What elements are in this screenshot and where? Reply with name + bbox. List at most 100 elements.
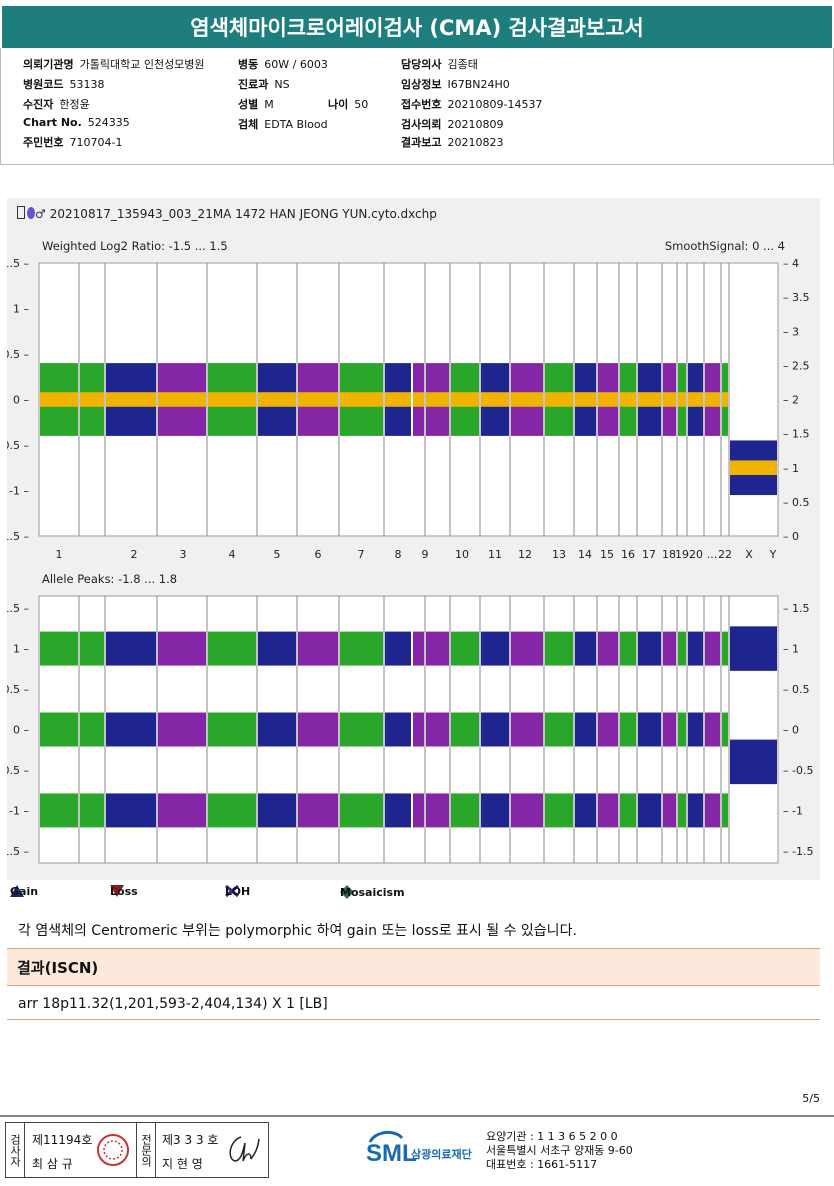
bottom-left-tick-1: 1 – [13, 643, 29, 656]
allele-band-15-0 [575, 631, 596, 666]
specialist-label: 전문의 [136, 1123, 156, 1177]
bottom-right-tick-0: – 1.5 [783, 602, 810, 615]
allele-band-14-2 [545, 793, 573, 828]
report-title: 염색체마이크로어레이검사 (CMA) 검사결과보고서 [2, 6, 832, 48]
allele-band-11-1 [451, 712, 479, 747]
allele-band-9-1 [413, 712, 424, 747]
chrom-label-11: 11 [488, 548, 502, 561]
allele-band-17-1 [620, 712, 636, 747]
allele-band-16-0 [598, 631, 618, 666]
allele-band-6-2 [298, 793, 338, 828]
smooth-signal-7 [340, 392, 383, 407]
top-left-tick-6: -1.5 – [7, 530, 29, 543]
chrom-label-1: 1 [56, 548, 63, 561]
chrom-label-20: 20 [689, 548, 703, 561]
allele-band-1-1 [80, 712, 104, 747]
tester-name: 최 삼 규 [32, 1157, 73, 1171]
chrom-label-Y: Y [769, 548, 777, 561]
top-right-tick-4: – 2 [783, 394, 799, 407]
allele-band-6-0 [298, 631, 338, 666]
chrom-label-12: 12 [518, 548, 532, 561]
chrom-label-2: 2 [131, 548, 138, 561]
bottom-right-tick-5: – -1 [783, 804, 803, 817]
patient-info-box: 의뢰기관명 가톨릭대학교 인천성모병원 병원코드 53138 수진자 한정윤 Char… [0, 48, 834, 165]
top-left-tick-3: 0 – [13, 394, 29, 407]
top-right-tick-7: – 0.5 [783, 496, 810, 509]
top-left-tick-2: 0.5 – [7, 348, 29, 361]
allele-band-17-0 [620, 631, 636, 666]
top-left-tick-0: 1.5 – [7, 257, 29, 270]
allele-band-15-2 [575, 793, 596, 828]
smooth-signal-1 [80, 392, 104, 407]
allele-band-15-1 [575, 712, 596, 747]
chrom-label-19: 19 [675, 548, 689, 561]
info-sex: 성별 M [238, 98, 274, 111]
allele-band-22-2 [705, 793, 720, 828]
allele-band-23-1 [722, 712, 728, 747]
allele-band-17-2 [620, 793, 636, 828]
chrom-label-10: 10 [455, 548, 469, 561]
allele-band-20-1 [678, 712, 686, 747]
allele-band-19-0 [663, 631, 676, 666]
allele-band-1-0 [80, 631, 104, 666]
chrom-label-15: 15 [600, 548, 614, 561]
allele-band-3-0 [158, 631, 206, 666]
smooth-signal-12 [481, 392, 509, 407]
allele-band-12-1 [481, 712, 509, 747]
info-patient: 수진자 한정윤 [23, 98, 90, 111]
bottom-left-tick-0: 1.5 – [7, 602, 29, 615]
allele-band-7-2 [340, 793, 383, 828]
smooth-signal-13 [511, 392, 543, 407]
allele-band-2-0 [106, 631, 156, 666]
allele-band-5-0 [258, 631, 296, 666]
allele-band-13-2 [511, 793, 543, 828]
allele-band-11-0 [451, 631, 479, 666]
chrom-label-8: 8 [395, 548, 402, 561]
allele-band-10-2 [426, 793, 449, 828]
top-right-tick-3: – 2.5 [783, 359, 810, 372]
bottom-left-tick-5: -1 – [9, 804, 29, 817]
smooth-signal-0 [40, 392, 78, 407]
allele-band-16-1 [598, 712, 618, 747]
result-value: arr 18p11.32(1,201,593-2,404,134) X 1 [L… [18, 996, 328, 1012]
file-title: ♂ 20210817_135943_003_21MA 1472 HAN JEONG… [17, 206, 437, 221]
allele-band-18-2 [638, 793, 661, 828]
smooth-signal-11 [451, 392, 479, 407]
allele-band-10-1 [426, 712, 449, 747]
allele-band-21-0 [688, 631, 703, 666]
female-icon [27, 207, 35, 219]
smooth-signal-19 [663, 392, 676, 407]
lab-info-address: 서울특별시 서초구 양재동 9-60 [486, 1144, 633, 1157]
top-plot-right-label: SmoothSignal: 0 ... 4 [664, 239, 785, 253]
allele-band-9-0 [413, 631, 424, 666]
top-right-tick-5: – 1.5 [783, 428, 810, 441]
smooth-signal-23 [722, 392, 728, 407]
allele-band-18-0 [638, 631, 661, 666]
chrom-label-...: ... [707, 548, 718, 561]
specialist-name: 지 현 영 [162, 1157, 203, 1171]
info-doctor: 담당의사 김종태 [401, 58, 478, 71]
smooth-signal-21 [688, 392, 703, 407]
top-left-tick-5: -1 – [9, 485, 29, 498]
allele-band-14-1 [545, 712, 573, 747]
smooth-signal-20 [678, 392, 686, 407]
org-name: 삼광의료재단 [411, 1148, 472, 1161]
top-right-tick-0: – 4 [783, 257, 799, 270]
gain-icon [10, 885, 24, 897]
allele-band-8-2 [385, 793, 411, 828]
chrom-label-13: 13 [552, 548, 566, 561]
allele-band-5-2 [258, 793, 296, 828]
allele-band-24-1 [730, 739, 777, 785]
allele-band-0-0 [40, 631, 78, 666]
smooth-signal-17 [620, 392, 636, 407]
allele-band-22-1 [705, 712, 720, 747]
allele-band-2-1 [106, 712, 156, 747]
lab-info: 요양기관 : 1 1 3 6 5 2 0 0 서울특별시 서초구 양재동 9-6… [486, 1130, 633, 1172]
legend-gain: Gain [10, 884, 39, 898]
chrom-label-6: 6 [315, 548, 322, 561]
legend-loss: Loss [110, 884, 138, 898]
allele-band-0-1 [40, 712, 78, 747]
tester-label: 검사자 [6, 1123, 25, 1177]
sml-logo-arc-icon [368, 1131, 404, 1143]
allele-band-9-2 [413, 793, 424, 828]
